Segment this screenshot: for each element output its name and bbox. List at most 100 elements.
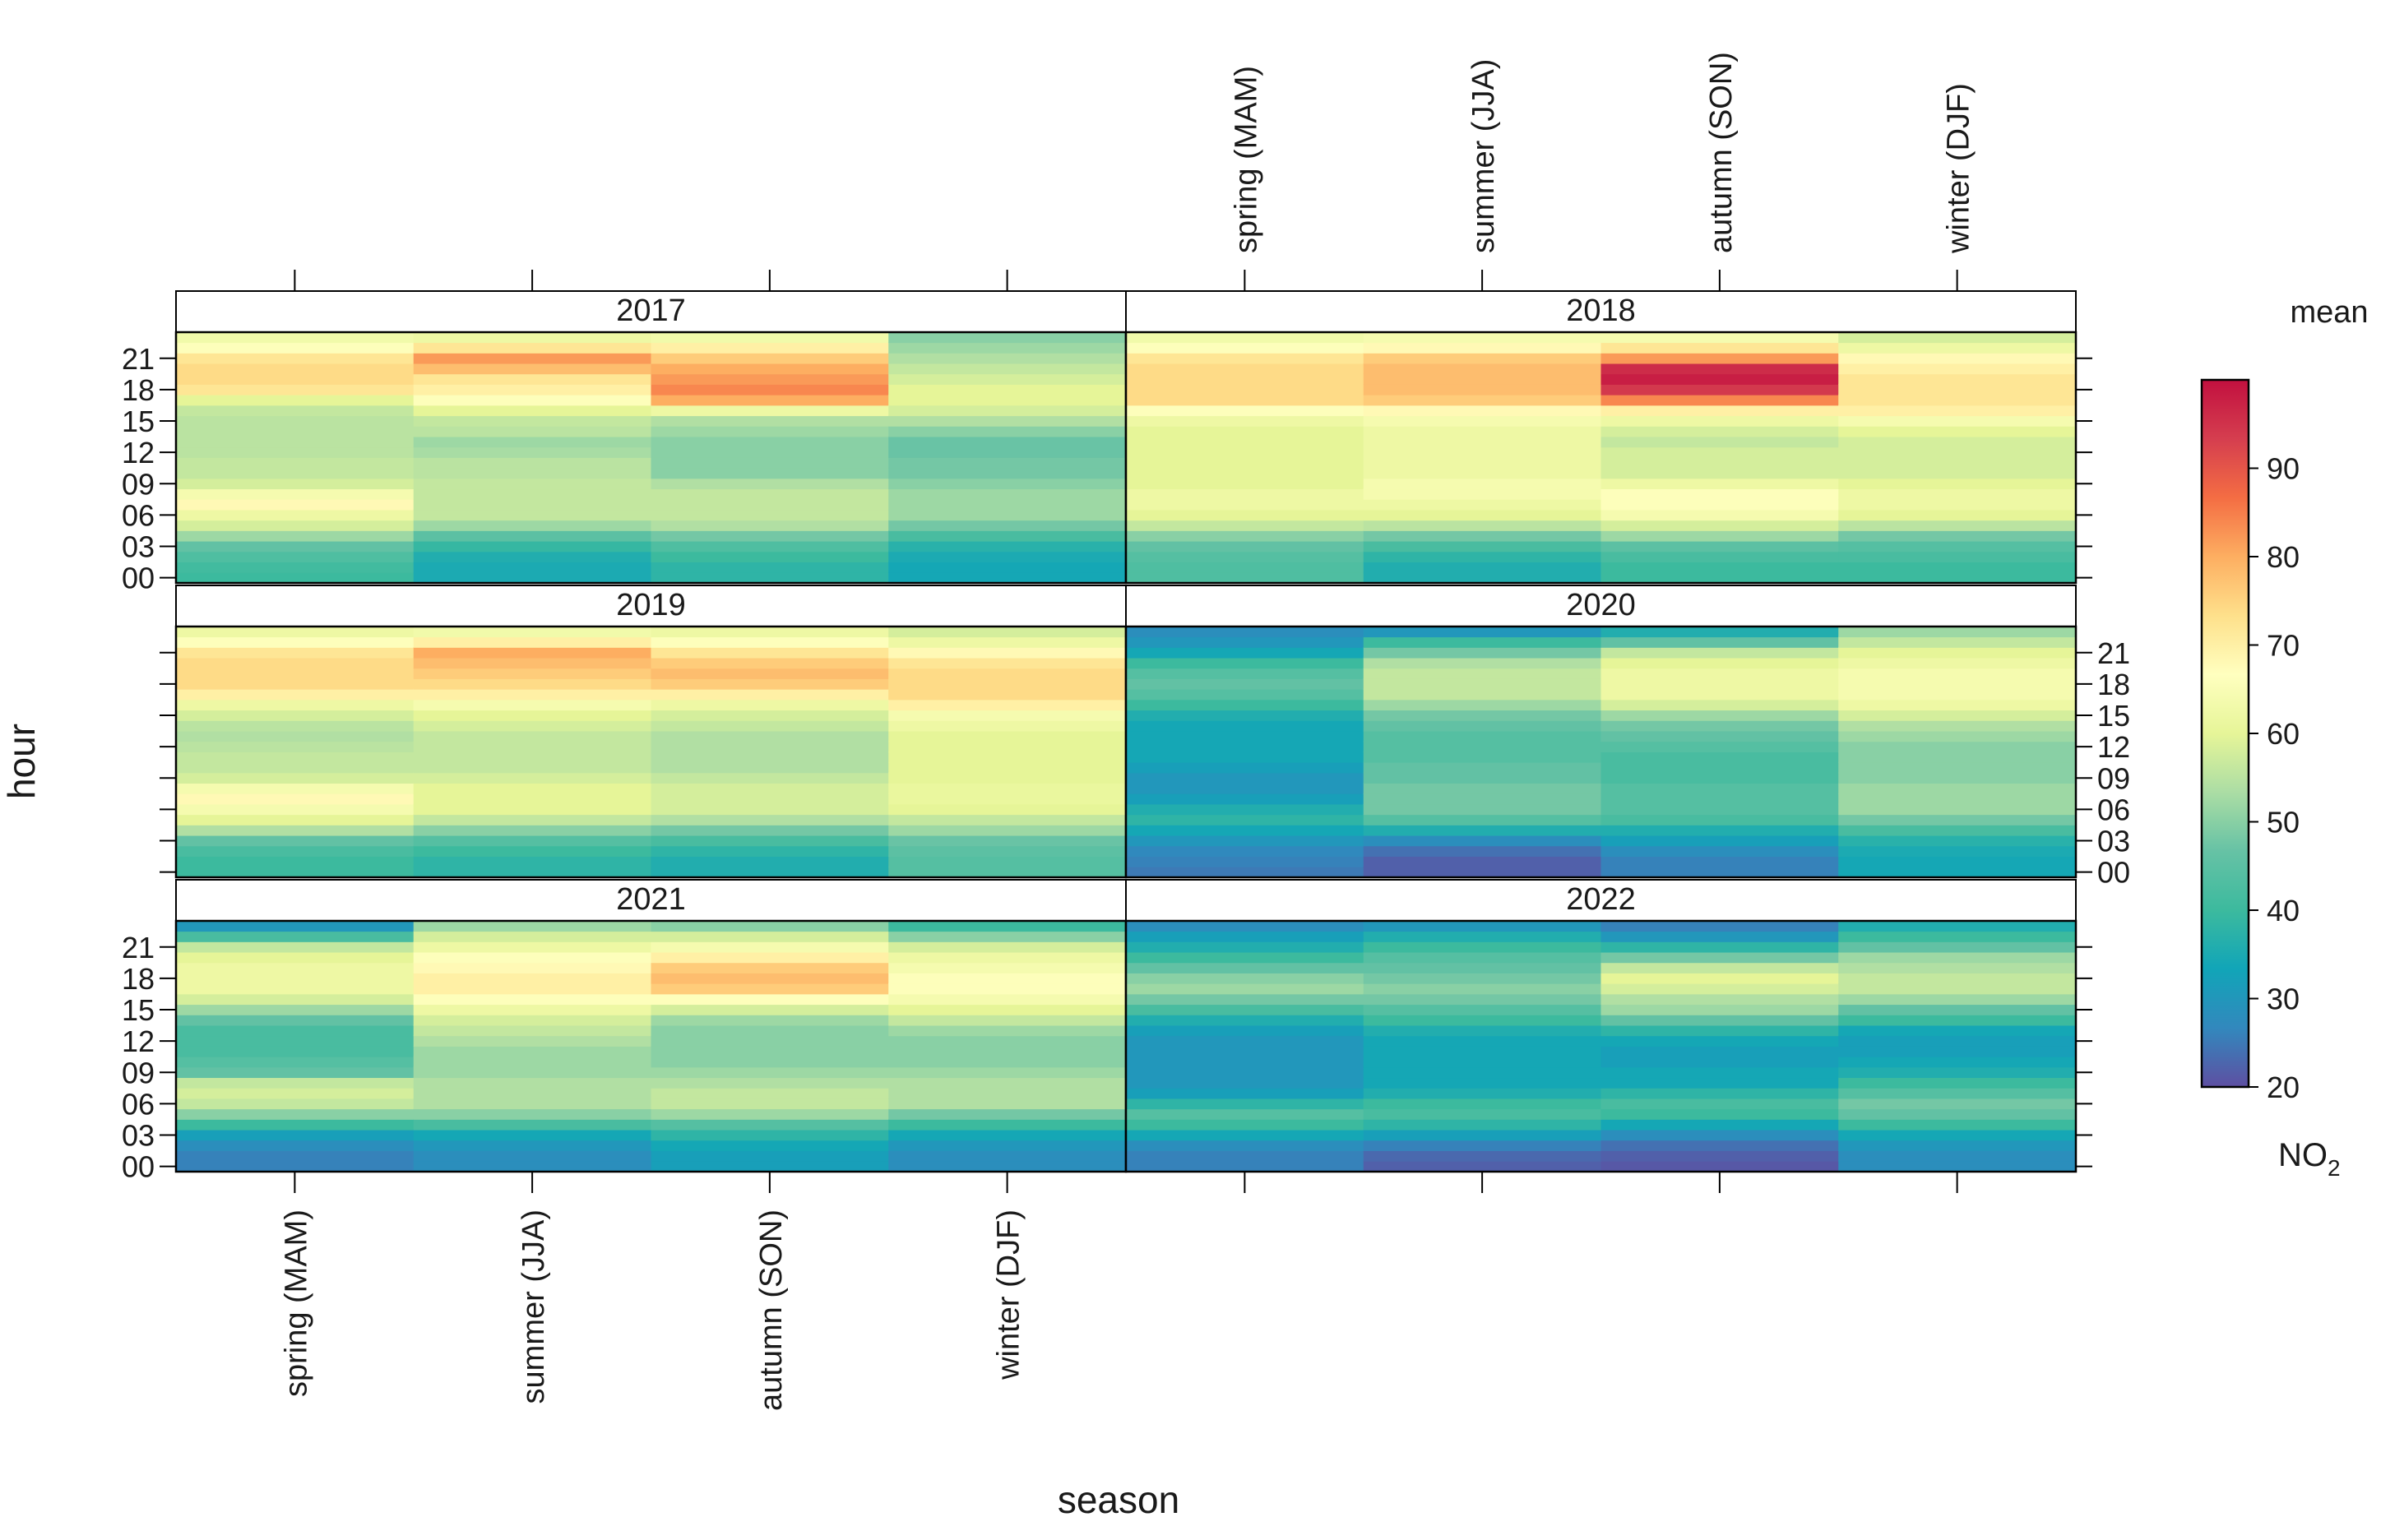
heatmap-cell	[888, 1108, 1127, 1120]
heatmap-cell	[1838, 488, 2077, 500]
heatmap-cell	[1126, 1108, 1364, 1120]
heatmap-cell	[1126, 1129, 1364, 1141]
heatmap-cell	[1838, 1098, 2077, 1110]
heatmap-cell	[651, 931, 889, 942]
heatmap-cell	[1838, 1108, 2077, 1120]
heatmap-cell	[1363, 752, 1602, 763]
heatmap-cell	[176, 342, 415, 354]
heatmap-cell	[1838, 668, 2077, 679]
heatmap-cell	[1363, 1129, 1602, 1141]
heatmap-cell	[176, 699, 415, 711]
heatmap-cell	[1363, 866, 1602, 878]
heatmap-cell	[413, 415, 652, 427]
heatmap-cell	[888, 1066, 1127, 1079]
heatmap-cell	[176, 457, 415, 469]
heatmap-cell	[1600, 478, 1839, 490]
heatmap-cell	[413, 688, 652, 701]
heatmap-cell	[413, 647, 652, 659]
heatmap-cell	[413, 951, 652, 964]
heatmap-cell	[888, 1056, 1127, 1068]
heatmap-cell	[1600, 856, 1839, 867]
heatmap-cell	[1838, 405, 2077, 417]
heatmap-cell	[651, 825, 889, 836]
heatmap-cell	[413, 1014, 652, 1026]
heatmap-cell	[1126, 793, 1364, 805]
heatmap-cell	[176, 540, 415, 553]
heatmap-cell	[176, 920, 415, 932]
heatmap-cell	[1126, 1046, 1364, 1057]
heatmap-cell	[413, 1087, 652, 1099]
heatmap-cell	[888, 941, 1127, 953]
heatmap-cell	[1363, 699, 1602, 711]
hour-tick-label: 18	[2097, 668, 2130, 701]
heatmap-cell	[1838, 342, 2077, 354]
legend-tick-label: 20	[2267, 1071, 2300, 1104]
panel-title: 2022	[1566, 882, 1636, 917]
heatmap-cell	[176, 478, 415, 490]
heatmap-cell	[1838, 866, 2077, 878]
heatmap-cell	[888, 425, 1127, 437]
heatmap-cell	[1126, 814, 1364, 825]
heatmap-cell	[1126, 425, 1364, 437]
panel-strip	[175, 585, 1127, 627]
heatmap-cell	[1600, 636, 1839, 648]
heatmap-cell	[1838, 856, 2077, 867]
heatmap-cell	[651, 1014, 889, 1026]
heatmap-cell	[651, 1119, 889, 1131]
heatmap-cell	[1126, 498, 1364, 511]
heatmap-cell	[1600, 1160, 1839, 1172]
heatmap-cell	[1600, 845, 1839, 857]
heatmap-cell	[176, 772, 415, 784]
heatmap-cell	[1838, 1150, 2077, 1162]
heatmap-cell	[1600, 1119, 1839, 1131]
heatmap-cell	[1363, 993, 1602, 1006]
heatmap-cell	[1363, 394, 1602, 406]
heatmap-cell	[413, 1098, 652, 1110]
heatmap-cell	[176, 446, 415, 458]
heatmap-cell	[1600, 983, 1839, 995]
heatmap-cell	[1126, 1014, 1364, 1026]
heatmap-cell	[1126, 384, 1364, 395]
heatmap-cell	[176, 571, 415, 584]
heatmap-cell	[1126, 920, 1364, 932]
heatmap-cell	[176, 373, 415, 385]
heatmap-cell	[176, 1119, 415, 1131]
heatmap-cell	[888, 752, 1127, 763]
heatmap-cell	[888, 405, 1127, 417]
heatmap-cell	[888, 783, 1127, 794]
heatmap-cell	[651, 562, 889, 573]
heatmap-cell	[176, 467, 415, 479]
heatmap-cell	[1600, 710, 1839, 721]
hour-tick-label: 18	[122, 962, 155, 996]
heatmap-cell	[413, 331, 652, 344]
heatmap-cell	[651, 488, 889, 500]
heatmap-cell	[1600, 488, 1839, 500]
heatmap-cell	[1838, 710, 2077, 721]
heatmap-cell	[1600, 941, 1839, 953]
heatmap-cell	[888, 1035, 1127, 1047]
heatmap-cell	[176, 1035, 415, 1047]
heatmap-cell	[176, 983, 415, 995]
heatmap-cell	[1600, 973, 1839, 984]
heatmap-cell	[1600, 1066, 1839, 1079]
heatmap-cell	[1126, 866, 1364, 878]
heatmap-cell	[888, 730, 1127, 742]
heatmap-cell	[1838, 394, 2077, 406]
heatmap-cell	[176, 793, 415, 805]
heatmap-cell	[413, 488, 652, 500]
heatmap-cell	[888, 1129, 1127, 1141]
heatmap-cell	[651, 1160, 889, 1172]
panel-strip	[1125, 879, 2077, 922]
heatmap-cell	[1363, 719, 1602, 732]
heatmap-cell	[1838, 1035, 2077, 1047]
heatmap-cell	[413, 772, 652, 784]
heatmap-cell	[888, 1087, 1127, 1099]
heatmap-cell	[1126, 571, 1364, 584]
heatmap-cell	[1126, 1150, 1364, 1162]
heatmap-cell	[413, 803, 652, 816]
heatmap-cell	[1363, 1119, 1602, 1131]
hour-tick-label: 06	[2097, 793, 2130, 826]
heatmap-cell	[888, 331, 1127, 344]
heatmap-cell	[1126, 331, 1364, 344]
heatmap-cell	[888, 1150, 1127, 1162]
